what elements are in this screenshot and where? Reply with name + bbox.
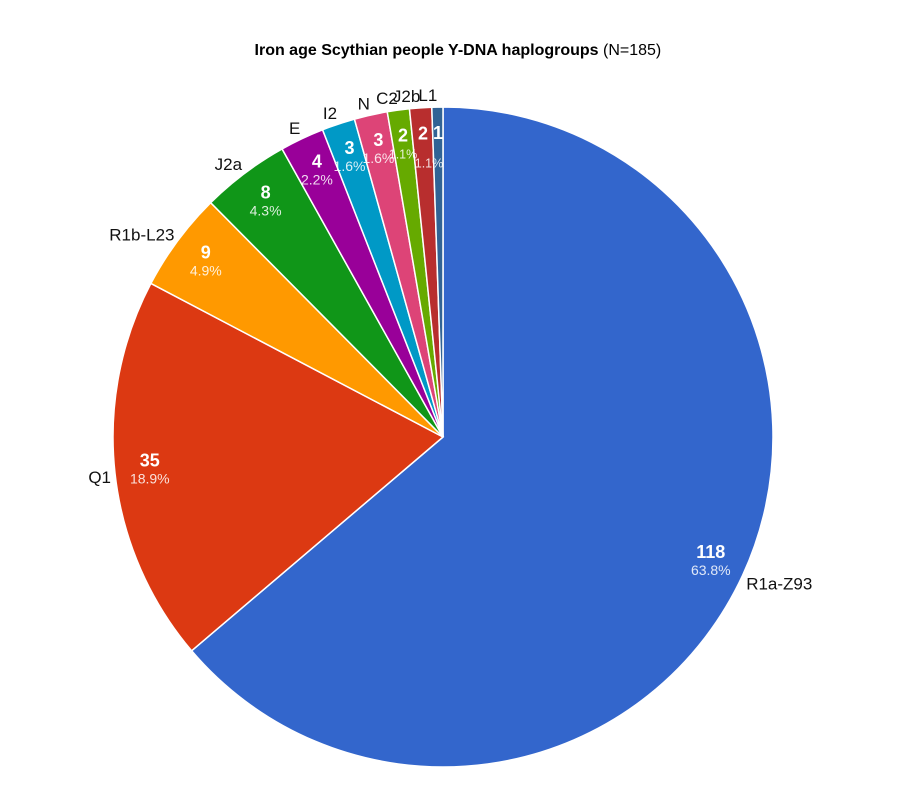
slice-value-label: 2 xyxy=(398,126,408,146)
pie-slice-L1[interactable] xyxy=(431,106,444,438)
slice-value-label: 2 xyxy=(418,124,428,144)
slice-percent-label: 1.6% xyxy=(334,158,366,174)
slice-value-label: 3 xyxy=(344,138,354,158)
slice-value-label: 35 xyxy=(140,451,160,471)
slice-category-label: R1a-Z93 xyxy=(746,574,812,593)
slice-percent-label: 1.1% xyxy=(389,148,418,162)
slice-percent-label: 2.2% xyxy=(301,171,333,187)
slice-percent-label: 1.1% xyxy=(415,157,444,171)
slice-category-label: L1 xyxy=(418,86,437,105)
slice-category-label: N xyxy=(358,94,370,113)
slice-value-label: 9 xyxy=(201,243,211,263)
pie-slice-R1a-Z93[interactable] xyxy=(190,106,774,768)
slice-category-label: E xyxy=(289,119,300,138)
pie-slice-Q1[interactable] xyxy=(112,282,445,652)
slice-category-label: R1b-L23 xyxy=(109,225,174,244)
slice-category-label: Q1 xyxy=(88,468,111,487)
slice-value-label: 118 xyxy=(696,542,725,562)
slice-value-label: 8 xyxy=(261,182,271,202)
slice-percent-label: 63.8% xyxy=(691,562,731,578)
slice-percent-label: 1.6% xyxy=(362,150,394,166)
slice-value-label: 3 xyxy=(373,130,383,150)
chart-title: Iron age Scythian people Y-DNA haplogrou… xyxy=(0,24,898,78)
slice-percent-label: 4.9% xyxy=(190,263,222,279)
slice-category-label: I2 xyxy=(323,104,337,123)
slice-value-label: 1 xyxy=(433,123,443,143)
slice-category-label: J2a xyxy=(215,155,243,174)
slice-category-label: J2b xyxy=(393,87,420,106)
pie-slices xyxy=(112,106,774,768)
slice-percent-label: 18.9% xyxy=(130,471,170,487)
slice-value-label: 4 xyxy=(312,151,322,171)
slice-category-label: C2 xyxy=(376,89,398,108)
chart-title-main: Iron age Scythian people Y-DNA haplogrou… xyxy=(254,42,599,59)
chart-title-count: (N=185) xyxy=(598,42,662,59)
slice-percent-label: 4.3% xyxy=(250,202,282,218)
